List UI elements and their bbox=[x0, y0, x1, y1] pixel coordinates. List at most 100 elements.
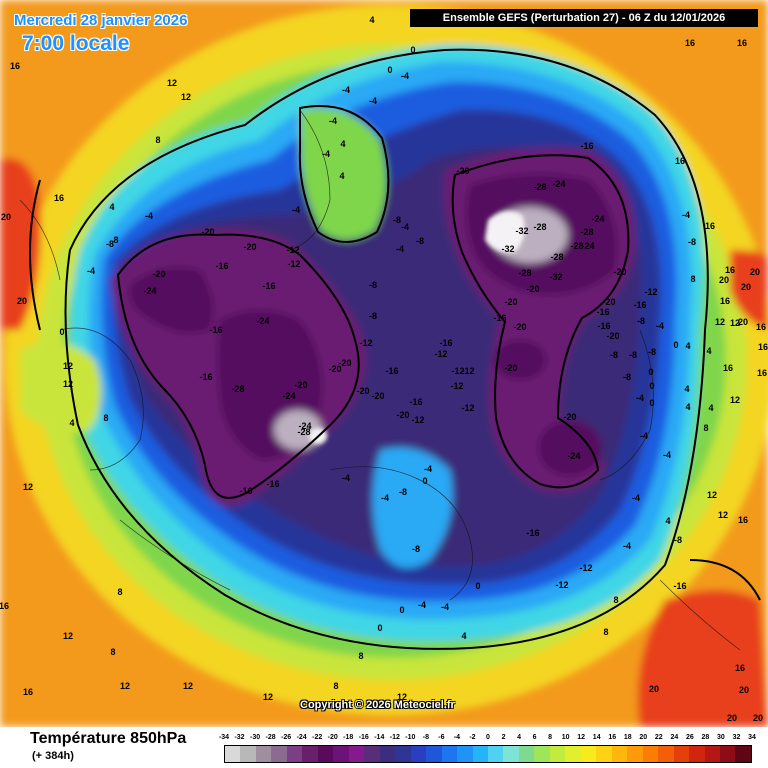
contour-label: -4 bbox=[681, 210, 691, 220]
southeast-contour bbox=[689, 559, 761, 601]
contour-label: -16 bbox=[209, 325, 223, 335]
contour-label: 0 bbox=[648, 367, 654, 377]
contour-label: 16 bbox=[724, 265, 736, 275]
scale-swatch bbox=[302, 746, 318, 762]
contour-label: 16 bbox=[757, 342, 768, 352]
scale-label: 24 bbox=[670, 734, 679, 741]
scale-swatch bbox=[317, 746, 334, 762]
contour-label: 20 bbox=[738, 685, 750, 695]
contour-label: 12 bbox=[22, 482, 34, 492]
contour-label: 0 bbox=[673, 340, 679, 350]
contour-label: 20 bbox=[718, 275, 730, 285]
scale-label: -12 bbox=[389, 734, 400, 741]
valid-time: 7:00 locale bbox=[22, 32, 130, 55]
contour-label: -4 bbox=[144, 211, 154, 221]
map-svg bbox=[0, 0, 768, 727]
contour-label: -4 bbox=[622, 541, 632, 551]
scale-swatch bbox=[395, 746, 411, 762]
contour-label: -12 bbox=[411, 415, 425, 425]
contour-label: -8 bbox=[392, 215, 402, 225]
contour-label: -16 bbox=[385, 366, 399, 376]
contour-label: 20 bbox=[726, 713, 738, 723]
contour-label: -28 bbox=[550, 252, 564, 262]
contour-label: -20 bbox=[152, 269, 166, 279]
contour-label: 4 bbox=[369, 15, 375, 25]
coastlines bbox=[19, 109, 741, 651]
scale-label: 10 bbox=[561, 734, 570, 741]
contour-label: -24 bbox=[552, 179, 566, 189]
scale-swatch bbox=[457, 746, 473, 762]
contour-label: -20 bbox=[201, 227, 215, 237]
contour-label: 8 bbox=[333, 681, 339, 691]
field-title: Température 850hPa bbox=[30, 730, 187, 747]
contour-label: 16 bbox=[704, 221, 716, 231]
contour-label: -8 bbox=[368, 311, 378, 321]
contour-label: -4 bbox=[400, 71, 410, 81]
contour-label: -20 bbox=[456, 166, 470, 176]
contour-label: 4 bbox=[665, 516, 671, 526]
scale-label: -26 bbox=[281, 734, 292, 741]
contour-label: 4 bbox=[340, 139, 346, 149]
scale-label: 18 bbox=[623, 734, 632, 741]
contour-label: 16 bbox=[756, 368, 768, 378]
contour-label: 12 bbox=[119, 681, 131, 691]
contour-label: 16 bbox=[53, 193, 65, 203]
contour-label: 0 bbox=[422, 476, 428, 486]
contour-label: -4 bbox=[635, 393, 645, 403]
contour-label: -12 bbox=[451, 366, 465, 376]
scale-swatch bbox=[642, 746, 659, 762]
contour-label: 12 bbox=[62, 361, 74, 371]
contour-label: -24 bbox=[567, 451, 581, 461]
contour-label: 8 bbox=[613, 595, 619, 605]
scale-swatch bbox=[240, 746, 256, 762]
scale-label: -28 bbox=[265, 734, 276, 741]
contour-label: -16 bbox=[597, 321, 611, 331]
scale-swatch bbox=[333, 746, 349, 762]
contour-label: -4 bbox=[368, 96, 378, 106]
scale-swatch bbox=[689, 746, 705, 762]
contour-label: -8 bbox=[411, 544, 421, 554]
contour-label: -20 bbox=[613, 267, 627, 277]
contour-label: -4 bbox=[417, 600, 427, 610]
contour-label: 12 bbox=[62, 631, 74, 641]
scale-swatch bbox=[503, 746, 519, 762]
temperature-map: 4 16 16 16 12 12 0 0 -4 -4 -4 8 -4 4 -4 4 -16 -20 -28 -24 4-… bbox=[0, 0, 768, 727]
contour-label: -4 bbox=[341, 85, 351, 95]
contour-label: -4 bbox=[86, 266, 96, 276]
contour-label: -16 bbox=[596, 307, 610, 317]
color-scale: -34 -32 -30 -28 -26 -24 -22 -20 -18 -16 -14 -12 -10-… bbox=[219, 734, 756, 763]
contour-label: 16 bbox=[719, 296, 731, 306]
scale-label: 26 bbox=[685, 734, 694, 741]
contour-label: -16 bbox=[199, 372, 213, 382]
contour-label: 8 bbox=[113, 235, 119, 245]
color-scale-bar bbox=[224, 745, 752, 763]
contour-label: 4 bbox=[461, 631, 467, 641]
contour-label: 12 bbox=[714, 317, 726, 327]
contour-label: -16 bbox=[526, 528, 540, 538]
contour-label: 0 bbox=[475, 581, 481, 591]
contour-label: 12 bbox=[706, 490, 718, 500]
contour-label: -12 bbox=[555, 580, 569, 590]
contour-label: -16 bbox=[673, 581, 687, 591]
contour-label: -20 bbox=[504, 297, 518, 307]
scale-label: -20 bbox=[327, 734, 338, 741]
contour-label: -20 bbox=[606, 331, 620, 341]
contour-label: -16 bbox=[215, 261, 229, 271]
scale-label: -2 bbox=[469, 734, 476, 741]
scale-label: 2 bbox=[501, 734, 506, 741]
contour-label: 20 bbox=[752, 713, 764, 723]
scale-label: -30 bbox=[249, 734, 261, 741]
contour-label: 20 bbox=[16, 296, 28, 306]
scale-label: 28 bbox=[701, 734, 710, 741]
scale-label: -10 bbox=[405, 734, 416, 741]
contour-label: -8 bbox=[105, 239, 115, 249]
contour-label: 8 bbox=[690, 274, 696, 284]
contour-label: -28 bbox=[580, 227, 594, 237]
contour-label: 16 bbox=[755, 322, 767, 332]
scale-label: -18 bbox=[343, 734, 354, 741]
contour-label: -24 bbox=[581, 241, 595, 251]
contour-label: -20 bbox=[563, 412, 577, 422]
scale-swatch bbox=[286, 746, 303, 762]
contour-label: -32 bbox=[515, 226, 529, 236]
contour-label: -16 bbox=[262, 281, 276, 291]
